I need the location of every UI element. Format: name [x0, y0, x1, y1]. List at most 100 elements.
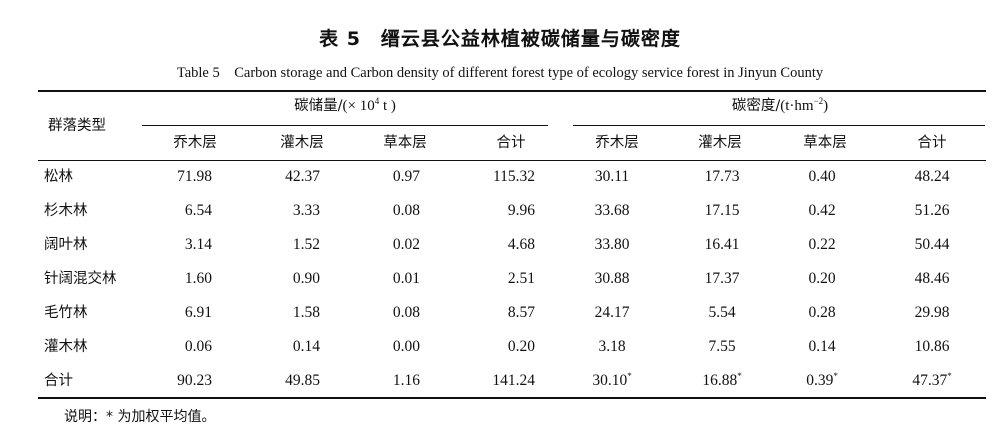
density-value: 48.46 [914, 270, 950, 287]
density-value: 5.54 [708, 304, 736, 321]
density-value: 50.44 [914, 236, 950, 253]
density-cell: 29.98 [892, 303, 972, 323]
density-value: 17.15 [704, 202, 740, 219]
density-value: 30.88 [594, 270, 630, 287]
storage-value: 71.98 [177, 168, 212, 185]
storage-value: 141.24 [492, 372, 535, 389]
storage-value: 0.08 [392, 304, 420, 321]
density-value: 30.10 [592, 372, 628, 389]
density-cell: 17.15 [682, 201, 762, 221]
storage-value: 1.16 [392, 372, 420, 389]
storage-value: 3.33 [292, 202, 320, 219]
storage-group-header: 碳储量/(× 104 t ) [245, 96, 445, 116]
density-cell: 30.88 [572, 269, 652, 289]
storage-col-herb-layer: 草本层 [383, 135, 427, 151]
row-name: 毛竹林 [44, 305, 88, 321]
row-name: 合计 [44, 373, 73, 389]
storage-value: 0.14 [292, 338, 320, 355]
density-cell: 17.73 [682, 167, 762, 187]
weighted-average-mark: * [947, 371, 952, 381]
density-cell: 47.37* [892, 371, 972, 391]
density-value: 17.73 [704, 168, 740, 185]
storage-col-tree-layer: 乔木层 [173, 135, 217, 151]
density-value: 29.98 [914, 304, 950, 321]
row-name: 阔叶林 [44, 237, 88, 253]
top-rule [38, 90, 986, 92]
density-value: 24.17 [594, 304, 630, 321]
density-value: 51.26 [914, 202, 950, 219]
density-value: 17.37 [704, 270, 740, 287]
density-cell: 33.80 [572, 235, 652, 255]
density-cell: 10.86 [892, 337, 972, 357]
storage-value: 2.51 [507, 270, 535, 287]
density-cell: 7.55 [682, 337, 762, 357]
density-value: 10.86 [914, 338, 950, 355]
density-cell: 48.24 [892, 167, 972, 187]
density-value: 0.20 [808, 270, 836, 287]
density-cell: 30.11 [572, 167, 652, 187]
storage-value: 0.01 [392, 270, 420, 287]
density-cell: 0.42 [782, 201, 862, 221]
storage-value: 0.97 [392, 168, 420, 185]
storage-value: 0.90 [292, 270, 320, 287]
row-label-header: 群落类型 [48, 118, 106, 134]
row-name: 灌木林 [44, 339, 88, 355]
storage-group-label: 碳储量/ [294, 98, 343, 114]
bottom-rule [38, 397, 986, 399]
weighted-average-mark: * [833, 371, 838, 381]
density-cell: 30.10* [572, 371, 652, 391]
storage-value: 9.96 [507, 202, 535, 219]
density-cell: 51.26 [892, 201, 972, 221]
density-cell: 48.46 [892, 269, 972, 289]
row-name: 松林 [44, 169, 73, 185]
weighted-average-mark: * [627, 371, 632, 381]
storage-value: 0.00 [392, 338, 420, 355]
density-value: 0.14 [808, 338, 836, 355]
density-value: 0.42 [808, 202, 836, 219]
density-value: 48.24 [914, 168, 950, 185]
density-value: 3.18 [598, 338, 626, 355]
density-value: 16.88 [702, 372, 738, 389]
storage-value: 49.85 [285, 372, 320, 389]
density-value: 0.39 [806, 372, 834, 389]
density-value: 33.68 [594, 202, 630, 219]
density-col-total: 合计 [917, 135, 947, 151]
density-cell: 16.41 [682, 235, 762, 255]
storage-value: 6.54 [184, 202, 212, 219]
density-cell: 0.28 [782, 303, 862, 323]
density-col-herb-layer: 草本层 [803, 135, 847, 151]
density-cell: 3.18 [572, 337, 652, 357]
density-value: 0.22 [808, 236, 836, 253]
storage-value: 1.60 [184, 270, 212, 287]
density-cell: 16.88* [682, 371, 762, 391]
table-title-en: Table 5 Carbon storage and Carbon densit… [176, 65, 824, 81]
storage-col-total: 合计 [496, 135, 526, 151]
storage-value: 0.06 [184, 338, 212, 355]
density-group-header: 碳密度/(t·hm−2) [680, 96, 880, 116]
weighted-average-mark: * [737, 371, 742, 381]
header-rule [38, 160, 986, 161]
density-cell: 0.20 [782, 269, 862, 289]
storage-value: 0.02 [392, 236, 420, 253]
storage-value: 42.37 [285, 168, 320, 185]
storage-value: 0.20 [507, 338, 535, 355]
density-cell: 0.22 [782, 235, 862, 255]
density-value: 7.55 [708, 338, 736, 355]
density-cell: 33.68 [572, 201, 652, 221]
density-cell: 0.14 [782, 337, 862, 357]
storage-group-unit: (× 104 t ) [342, 96, 396, 115]
storage-value: 90.23 [177, 372, 212, 389]
density-cell: 5.54 [682, 303, 762, 323]
storage-value: 1.58 [292, 304, 320, 321]
density-value: 30.11 [594, 168, 630, 185]
row-name: 杉木林 [44, 203, 88, 219]
storage-value: 115.32 [492, 168, 535, 185]
storage-value: 1.52 [292, 236, 320, 253]
density-group-label: 碳密度/ [731, 98, 781, 114]
density-cell: 0.40 [782, 167, 862, 187]
density-group-rule [573, 125, 985, 126]
density-value: 0.28 [808, 304, 836, 321]
storage-value: 6.91 [184, 304, 212, 321]
row-name: 针阔混交林 [44, 271, 117, 287]
density-col-tree-layer: 乔木层 [595, 135, 639, 151]
